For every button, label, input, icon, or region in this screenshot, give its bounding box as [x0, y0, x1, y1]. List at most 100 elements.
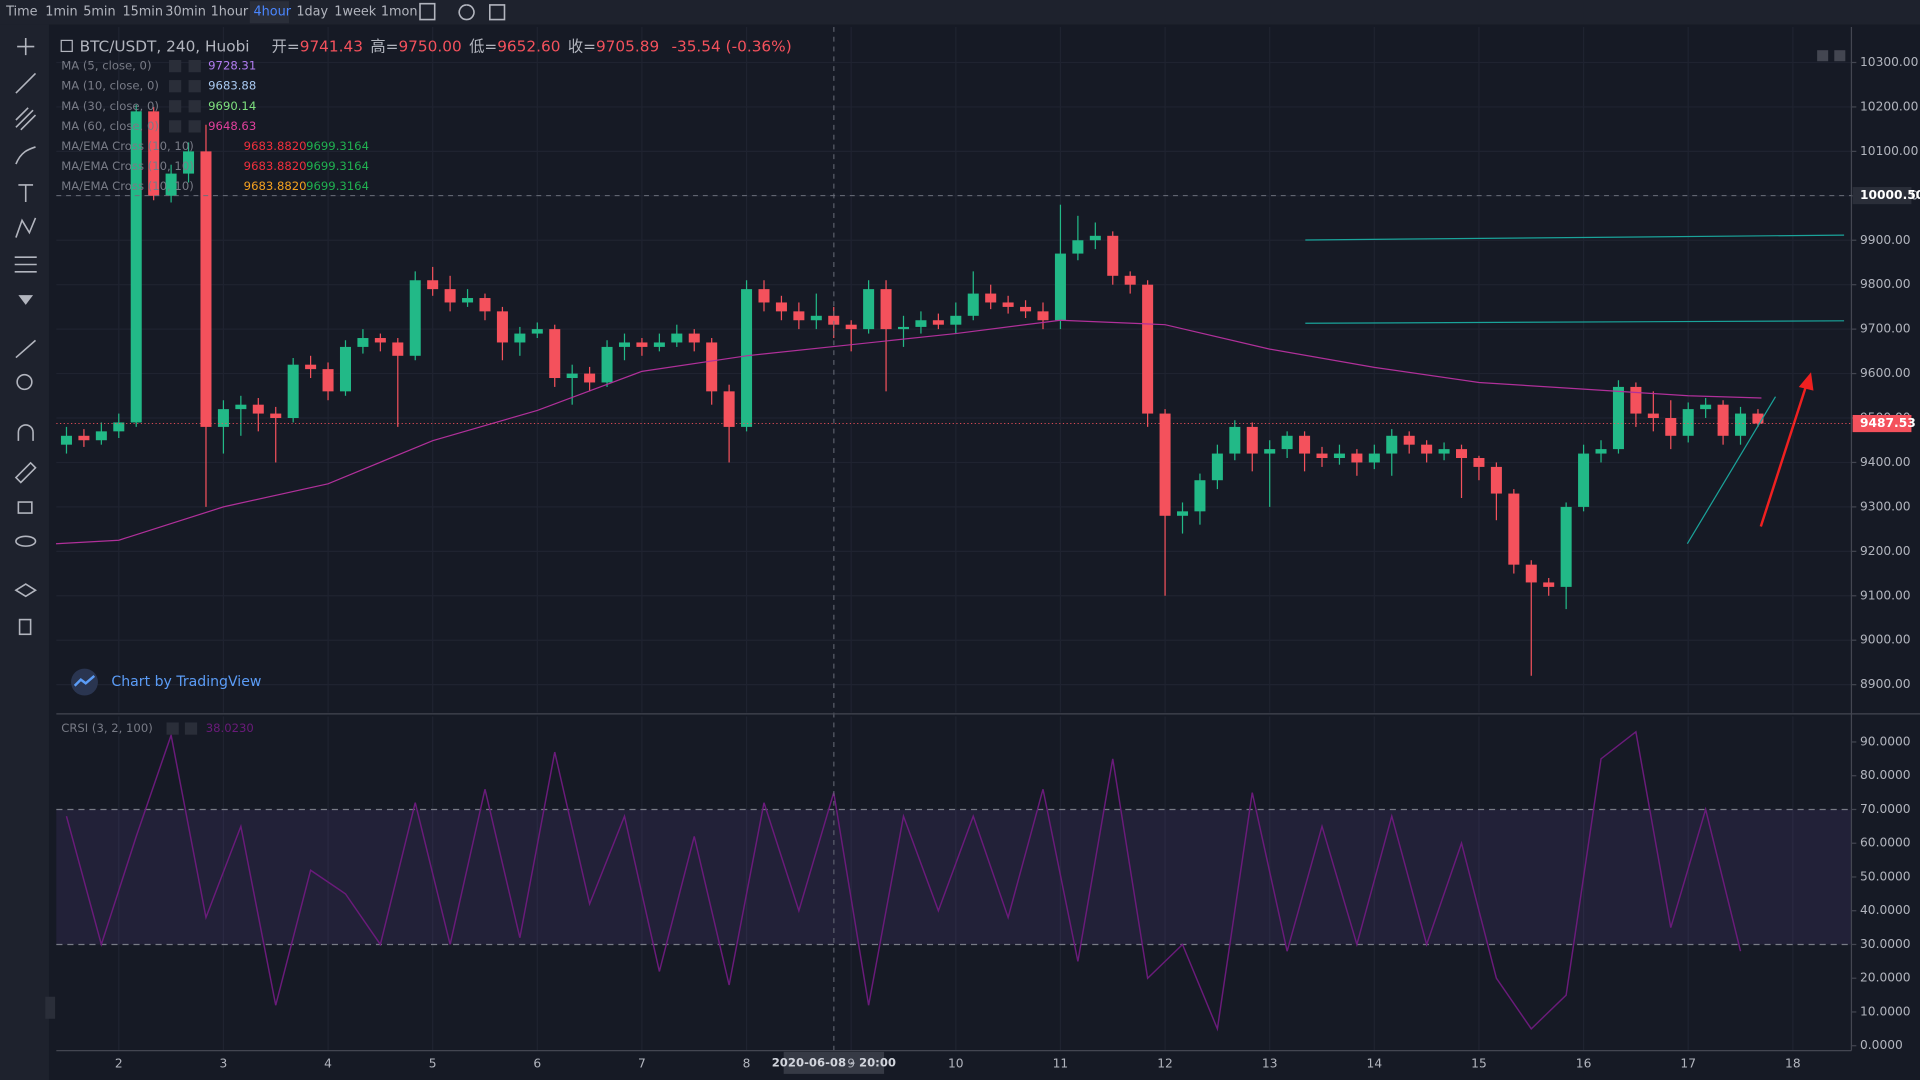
pane-button[interactable]	[1817, 50, 1829, 62]
toolbar-icons[interactable]	[419, 2, 506, 21]
tool-layers[interactable]	[14, 583, 38, 598]
tv-logo-mark	[73, 674, 96, 687]
tool-ruler[interactable]	[15, 339, 37, 359]
indicator-close[interactable]	[184, 722, 198, 735]
interval-button[interactable]: 30min	[165, 5, 206, 20]
interval-button[interactable]: 5min	[83, 5, 115, 20]
tool-trash[interactable]	[18, 618, 32, 636]
interval-button[interactable]: 1week	[334, 5, 376, 20]
tool-magnet[interactable]	[17, 424, 34, 441]
candle-body	[1525, 564, 1537, 583]
trend-line[interactable]	[1305, 234, 1845, 241]
tool-zoom[interactable]	[16, 373, 33, 391]
indicator-value: 9683.8820	[244, 139, 307, 153]
ohlc-value: 9750.00	[398, 37, 461, 55]
ohlc-label: 收=	[568, 37, 596, 55]
indicator-settings[interactable]	[168, 60, 182, 73]
candle-body	[549, 329, 561, 379]
tool-brush[interactable]	[15, 146, 36, 165]
candle-body	[1473, 458, 1485, 467]
candle-body	[1037, 311, 1049, 321]
arrow-head[interactable]	[1798, 372, 1814, 391]
candle-body	[392, 342, 404, 356]
collapse-legend[interactable]	[60, 39, 73, 53]
interval-button[interactable]: 1hour	[211, 5, 249, 20]
y-tick-label: 40.0000	[1860, 903, 1911, 917]
legend-header: BTC/USDT, 240, Huobi 开=9741.43 高=9750.00 低=…	[80, 37, 792, 55]
price-label-box	[1852, 187, 1912, 205]
drawing-tools[interactable]	[14, 37, 38, 636]
pane-button[interactable]	[1834, 50, 1846, 62]
trend-line[interactable]	[1686, 396, 1777, 544]
interval-button[interactable]: 4hour	[253, 5, 291, 20]
tool-text[interactable]	[18, 184, 34, 203]
indicator-close[interactable]	[188, 80, 201, 93]
x-tick-label: 9	[847, 1057, 855, 1071]
candle-body	[1176, 511, 1189, 516]
candle-body	[60, 435, 72, 445]
indicator-settings[interactable]	[168, 120, 182, 133]
indicator-name: MA (30, close, 0)	[61, 99, 159, 113]
interval-button[interactable]: 15min	[122, 5, 163, 20]
tool-lock-draw[interactable]	[14, 461, 37, 484]
candle-body	[1020, 306, 1032, 312]
tool-line[interactable]	[15, 72, 37, 94]
arrow-line[interactable]	[1759, 385, 1808, 527]
candle-body	[566, 373, 578, 379]
candle-body	[496, 311, 508, 343]
interval-button[interactable]: Time	[5, 5, 38, 20]
tool-eye[interactable]	[15, 535, 37, 547]
change: -35.54 (-0.36%)	[671, 37, 791, 55]
candle-body	[462, 298, 474, 303]
candle-body	[252, 404, 264, 414]
candle-body	[322, 369, 334, 392]
indicator-settings[interactable]	[168, 80, 182, 93]
interval-active-bg[interactable]	[249, 1, 289, 24]
trend-line[interactable]	[1305, 320, 1845, 324]
indicator-close[interactable]	[188, 120, 201, 133]
interval-button[interactable]: 1day	[296, 5, 328, 20]
candle-body	[1595, 449, 1607, 454]
indicator-name: MA (10, close, 0)	[61, 79, 159, 93]
tool-arrow[interactable]	[18, 295, 34, 305]
tool-cross[interactable]	[17, 37, 35, 56]
y-tick-label: 0.0000	[1860, 1038, 1903, 1052]
x-tick-label: 4	[324, 1057, 332, 1071]
interval-button[interactable]: 1mon	[381, 5, 418, 20]
drawings[interactable]	[1305, 234, 1845, 544]
indicator-settings[interactable]	[166, 722, 179, 735]
indicator-close[interactable]	[188, 60, 201, 73]
candle-body	[514, 333, 526, 343]
tool-lock[interactable]	[17, 501, 33, 514]
candle-body	[409, 280, 421, 356]
candle-body	[985, 293, 997, 303]
price-label: 9487.53	[1860, 416, 1916, 430]
x-tick-label: 16	[1576, 1057, 1592, 1071]
candle-body	[1211, 453, 1223, 481]
indicator-settings[interactable]	[168, 100, 182, 113]
candle-body	[1386, 435, 1398, 454]
candle-body	[1630, 386, 1642, 414]
indicator-value: 9683.8820	[244, 179, 307, 193]
candle-body	[374, 338, 386, 343]
candle-body	[932, 320, 944, 325]
x-tick-label: 6	[533, 1057, 541, 1071]
symbol: BTC/USDT, 240, Huobi	[80, 37, 250, 55]
y-tick-label: 60.0000	[1860, 836, 1911, 850]
candle-body	[1368, 453, 1380, 463]
collapse-button[interactable]	[45, 996, 56, 1019]
indicator-close[interactable]	[188, 100, 201, 113]
interval-button[interactable]: 1min	[45, 5, 77, 20]
x-tick-label: 7	[638, 1057, 646, 1071]
candle-body	[1054, 253, 1066, 321]
tool-pattern[interactable]	[15, 217, 37, 238]
tool-pitchfork[interactable]	[15, 107, 37, 131]
y-tick-label: 9100.00	[1860, 588, 1911, 602]
tool-fib[interactable]	[14, 256, 37, 273]
indicator-name: MA (5, close, 0)	[61, 59, 151, 73]
watermark: Chart by TradingView	[111, 674, 261, 690]
candle-body	[235, 404, 247, 410]
candle-body	[1752, 413, 1764, 424]
candle-body	[130, 111, 142, 423]
candle-body	[1316, 453, 1328, 459]
